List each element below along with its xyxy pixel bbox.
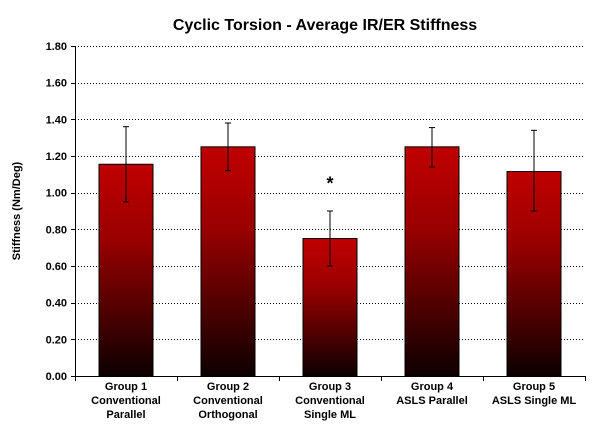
y-tick-label: 0.00 — [46, 371, 67, 383]
y-tick-label: 0.40 — [46, 298, 67, 310]
x-tick-label: Group 5 ASLS Single ML — [492, 381, 577, 407]
error-bar — [225, 122, 231, 172]
y-tick-label: 0.20 — [46, 334, 67, 346]
error-bar — [429, 127, 435, 168]
x-tick-label: Group 3 Conventional Single ML — [295, 381, 365, 421]
y-tick-label: 1.00 — [46, 188, 67, 200]
y-tick-label: 1.40 — [46, 114, 67, 126]
chart-title: Cyclic Torsion - Average IR/ER Stiffness — [173, 17, 477, 34]
y-axis-label: Stiffness (Nm/Deg) — [11, 161, 23, 260]
error-bars — [123, 122, 537, 267]
x-tick-label: Group 2 Conventional Orthogonal — [193, 381, 263, 421]
y-tick-label: 0.60 — [46, 261, 67, 273]
y-tick-label: 1.80 — [46, 41, 67, 53]
y-tick-label: 0.80 — [46, 224, 67, 236]
error-bar — [327, 210, 333, 267]
annotations: * — [326, 174, 333, 194]
x-tick-labels: Group 1 Conventional Parallel Group 2 Conven… — [91, 381, 576, 421]
error-bar — [123, 126, 129, 203]
x-tick-label: Group 4 ASLS Parallel — [396, 381, 468, 407]
y-tick-labels: 0.00 0.20 0.40 0.60 0.80 1.00 1.20 1.40 1.60 1.80 — [46, 41, 67, 383]
y-tick-label: 1.20 — [46, 151, 67, 163]
bar — [200, 146, 256, 377]
significance-marker: * — [326, 174, 333, 194]
bar — [404, 146, 460, 377]
error-bar — [531, 129, 537, 212]
x-tick-label: Group 1 Conventional Parallel — [91, 381, 161, 421]
y-tick-label: 1.60 — [46, 78, 67, 90]
axes — [71, 46, 586, 381]
